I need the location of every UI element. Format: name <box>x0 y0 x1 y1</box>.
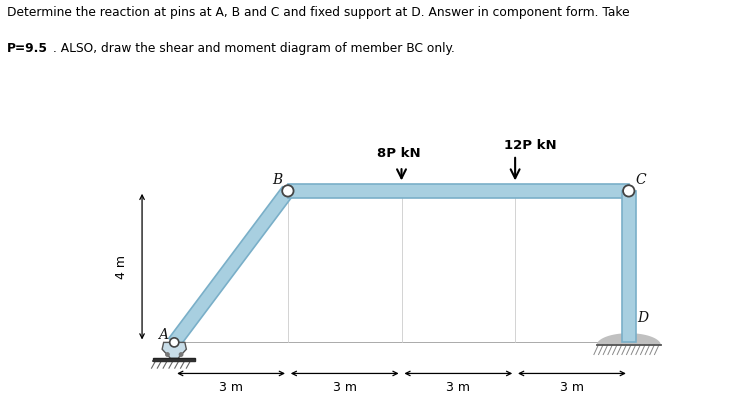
Polygon shape <box>597 333 661 345</box>
Text: C: C <box>636 173 647 187</box>
Circle shape <box>166 353 169 356</box>
Text: P=9.5: P=9.5 <box>7 42 48 55</box>
Text: . ALSO, draw the shear and moment diagram of member BC only.: . ALSO, draw the shear and moment diagra… <box>53 42 454 55</box>
Bar <box>288 184 629 198</box>
Text: 3 m: 3 m <box>219 381 243 394</box>
Circle shape <box>623 185 635 197</box>
Text: D: D <box>637 311 648 324</box>
Text: B: B <box>272 173 282 187</box>
Text: A: A <box>158 328 169 342</box>
Circle shape <box>170 338 179 347</box>
Bar <box>622 191 636 343</box>
Bar <box>153 358 195 361</box>
Polygon shape <box>169 187 293 347</box>
Circle shape <box>180 353 183 356</box>
Text: Determine the reaction at pins at A, B and C and fixed support at D. Answer in c: Determine the reaction at pins at A, B a… <box>7 6 630 19</box>
Polygon shape <box>162 343 186 358</box>
Text: 8P kN: 8P kN <box>377 147 421 160</box>
Text: 4 m: 4 m <box>115 255 128 279</box>
Text: 12P kN: 12P kN <box>504 139 556 152</box>
Text: 3 m: 3 m <box>446 381 471 394</box>
Text: 3 m: 3 m <box>333 381 357 394</box>
Text: 3 m: 3 m <box>560 381 584 394</box>
Circle shape <box>282 185 293 197</box>
